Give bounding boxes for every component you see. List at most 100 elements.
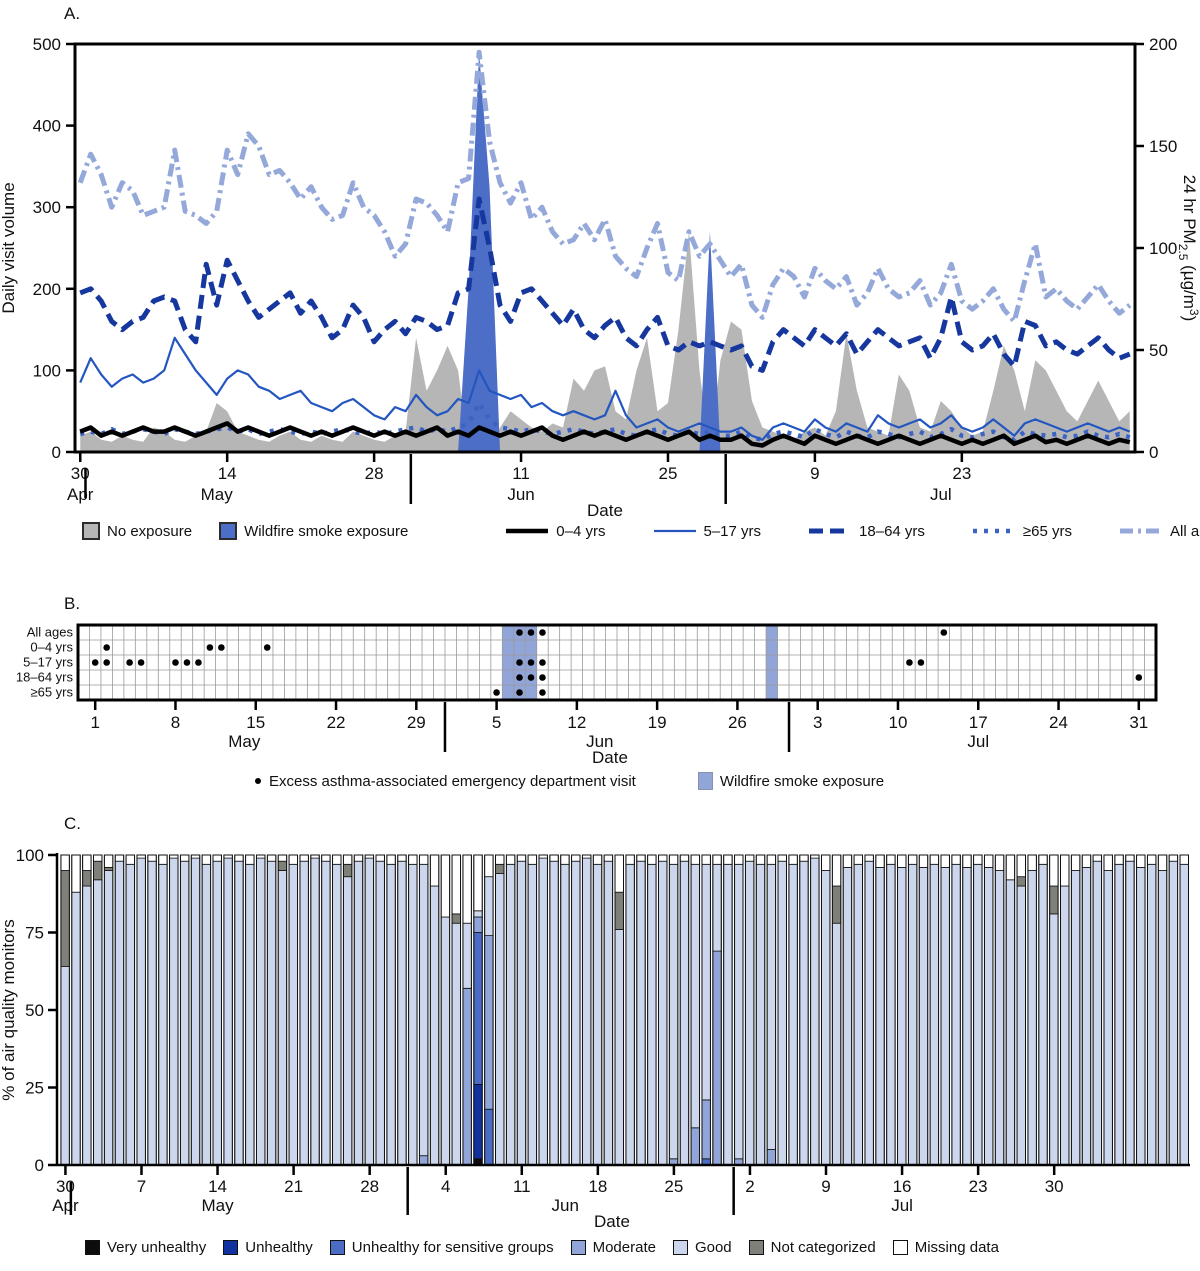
svg-text:0: 0: [1149, 443, 1158, 462]
bar-day: [592, 854, 603, 1166]
svg-text:400: 400: [33, 117, 61, 136]
svg-text:7: 7: [137, 1177, 146, 1196]
legend-excess-visit: Excess asthma-associated emergency depar…: [255, 773, 636, 790]
legend-all-ages: All ages: [1119, 523, 1200, 540]
svg-text:23: 23: [952, 464, 971, 483]
svg-text:1: 1: [90, 713, 99, 732]
svg-text:50: 50: [25, 1001, 44, 1020]
bar-day: [310, 854, 320, 1166]
excess-visit-dot: [516, 689, 523, 696]
excess-visit-dot: [539, 629, 546, 636]
bar-day: [397, 854, 407, 1166]
svg-text:28: 28: [365, 464, 384, 483]
svg-text:Apr: Apr: [52, 1196, 79, 1215]
bar-day: [831, 854, 842, 1166]
svg-text:Jul: Jul: [891, 1196, 913, 1215]
svg-text:8: 8: [171, 713, 180, 732]
bar-day: [973, 854, 983, 1166]
svg-text:Jun: Jun: [552, 1196, 579, 1215]
svg-text:Jul: Jul: [930, 485, 952, 504]
bar-day: [342, 854, 353, 1166]
svg-text:500: 500: [33, 35, 61, 54]
excess-visit-dot: [539, 689, 546, 696]
bar-day: [918, 854, 929, 1166]
svg-text:15: 15: [246, 713, 265, 732]
bar-day: [223, 854, 233, 1166]
svg-text:18: 18: [588, 1177, 607, 1196]
legend-no-exposure: No exposure: [82, 522, 192, 540]
bar-day: [266, 854, 277, 1166]
bar-day: [495, 854, 505, 1166]
bar-day: [668, 854, 679, 1166]
y-axis-title: % of air quality monitors: [0, 919, 18, 1100]
panel-b-legend: Excess asthma-associated emergency depar…: [255, 772, 884, 790]
svg-text:May: May: [201, 1196, 234, 1215]
moderate-swatch: [570, 1240, 586, 1255]
svg-text:300: 300: [33, 198, 61, 217]
legend-unhealthy-sensitive: Unhealthy for sensitive groups: [329, 1239, 554, 1256]
bar-day: [473, 854, 483, 1166]
row-label: 5–17 yrs: [23, 655, 73, 670]
bar-day: [983, 854, 994, 1166]
missing-data-swatch: [892, 1240, 908, 1255]
excess-visit-dot: [206, 644, 214, 651]
bar-day: [755, 854, 766, 1166]
bar-day: [288, 854, 299, 1166]
svg-text:0: 0: [52, 443, 61, 462]
bar-day: [440, 854, 451, 1166]
no-exposure-swatch: [82, 522, 100, 540]
bar-day: [1070, 854, 1081, 1166]
bar-day: [603, 854, 614, 1166]
bar-day: [1038, 854, 1048, 1166]
svg-text:30: 30: [1045, 1177, 1064, 1196]
svg-text:50: 50: [1149, 341, 1168, 360]
bar-day: [364, 854, 375, 1166]
bar-day: [245, 854, 255, 1166]
svg-text:9: 9: [821, 1177, 830, 1196]
series-0: [79, 421, 1131, 448]
bar-day: [701, 854, 711, 1166]
unhealthy-swatch: [223, 1240, 239, 1255]
legend-0-4-yrs: 0–4 yrs: [505, 523, 606, 540]
bar-day: [1049, 854, 1059, 1166]
bar-day: [1136, 854, 1146, 1166]
panel-c-chart: 0 25 50 75 100 % of air quality monitors 30 7 14…: [0, 846, 1190, 1231]
excess-visit-dot: [103, 644, 110, 651]
not-categorized-swatch: [748, 1240, 764, 1255]
bar-day: [1092, 854, 1103, 1166]
excess-visit-dot: [906, 659, 913, 666]
bar-day: [853, 854, 864, 1166]
x-axis-title: Date: [594, 1212, 630, 1231]
row-label: 18–64 yrs: [16, 670, 74, 685]
bar-day: [103, 854, 114, 1166]
row-label: ≥65 yrs: [30, 685, 73, 700]
excess-visit-dot: [527, 674, 535, 681]
y-right-title: 24 hr PM2.5 (µg/m3): [1176, 175, 1200, 322]
excess-visit-dot: [940, 629, 948, 636]
svg-text:26: 26: [728, 713, 747, 732]
legend-very-unhealthy: Very unhealthy: [85, 1239, 206, 1256]
svg-text:4: 4: [441, 1177, 450, 1196]
bar-day: [375, 854, 385, 1166]
svg-text:16: 16: [893, 1177, 912, 1196]
bar-day: [636, 854, 646, 1166]
bar-day: [1016, 854, 1027, 1166]
bar-day: [1146, 854, 1157, 1166]
svg-text:25: 25: [25, 1079, 44, 1098]
svg-text:May: May: [201, 485, 234, 504]
svg-text:3: 3: [813, 713, 822, 732]
excess-visit-dot: [195, 659, 202, 666]
excess-visit-dot: [1135, 674, 1143, 681]
row-label: 0–4 yrs: [30, 640, 73, 655]
bar-day: [712, 854, 722, 1166]
svg-text:100: 100: [33, 361, 61, 380]
bar-day: [234, 854, 244, 1166]
bar-day: [657, 854, 668, 1166]
bar-day: [929, 854, 940, 1166]
bar-day: [484, 854, 494, 1166]
svg-text:12: 12: [567, 713, 586, 732]
excess-visit-dot: [91, 659, 99, 666]
good-swatch: [672, 1240, 688, 1255]
bar-day: [114, 854, 125, 1166]
bar-day: [60, 854, 70, 1166]
